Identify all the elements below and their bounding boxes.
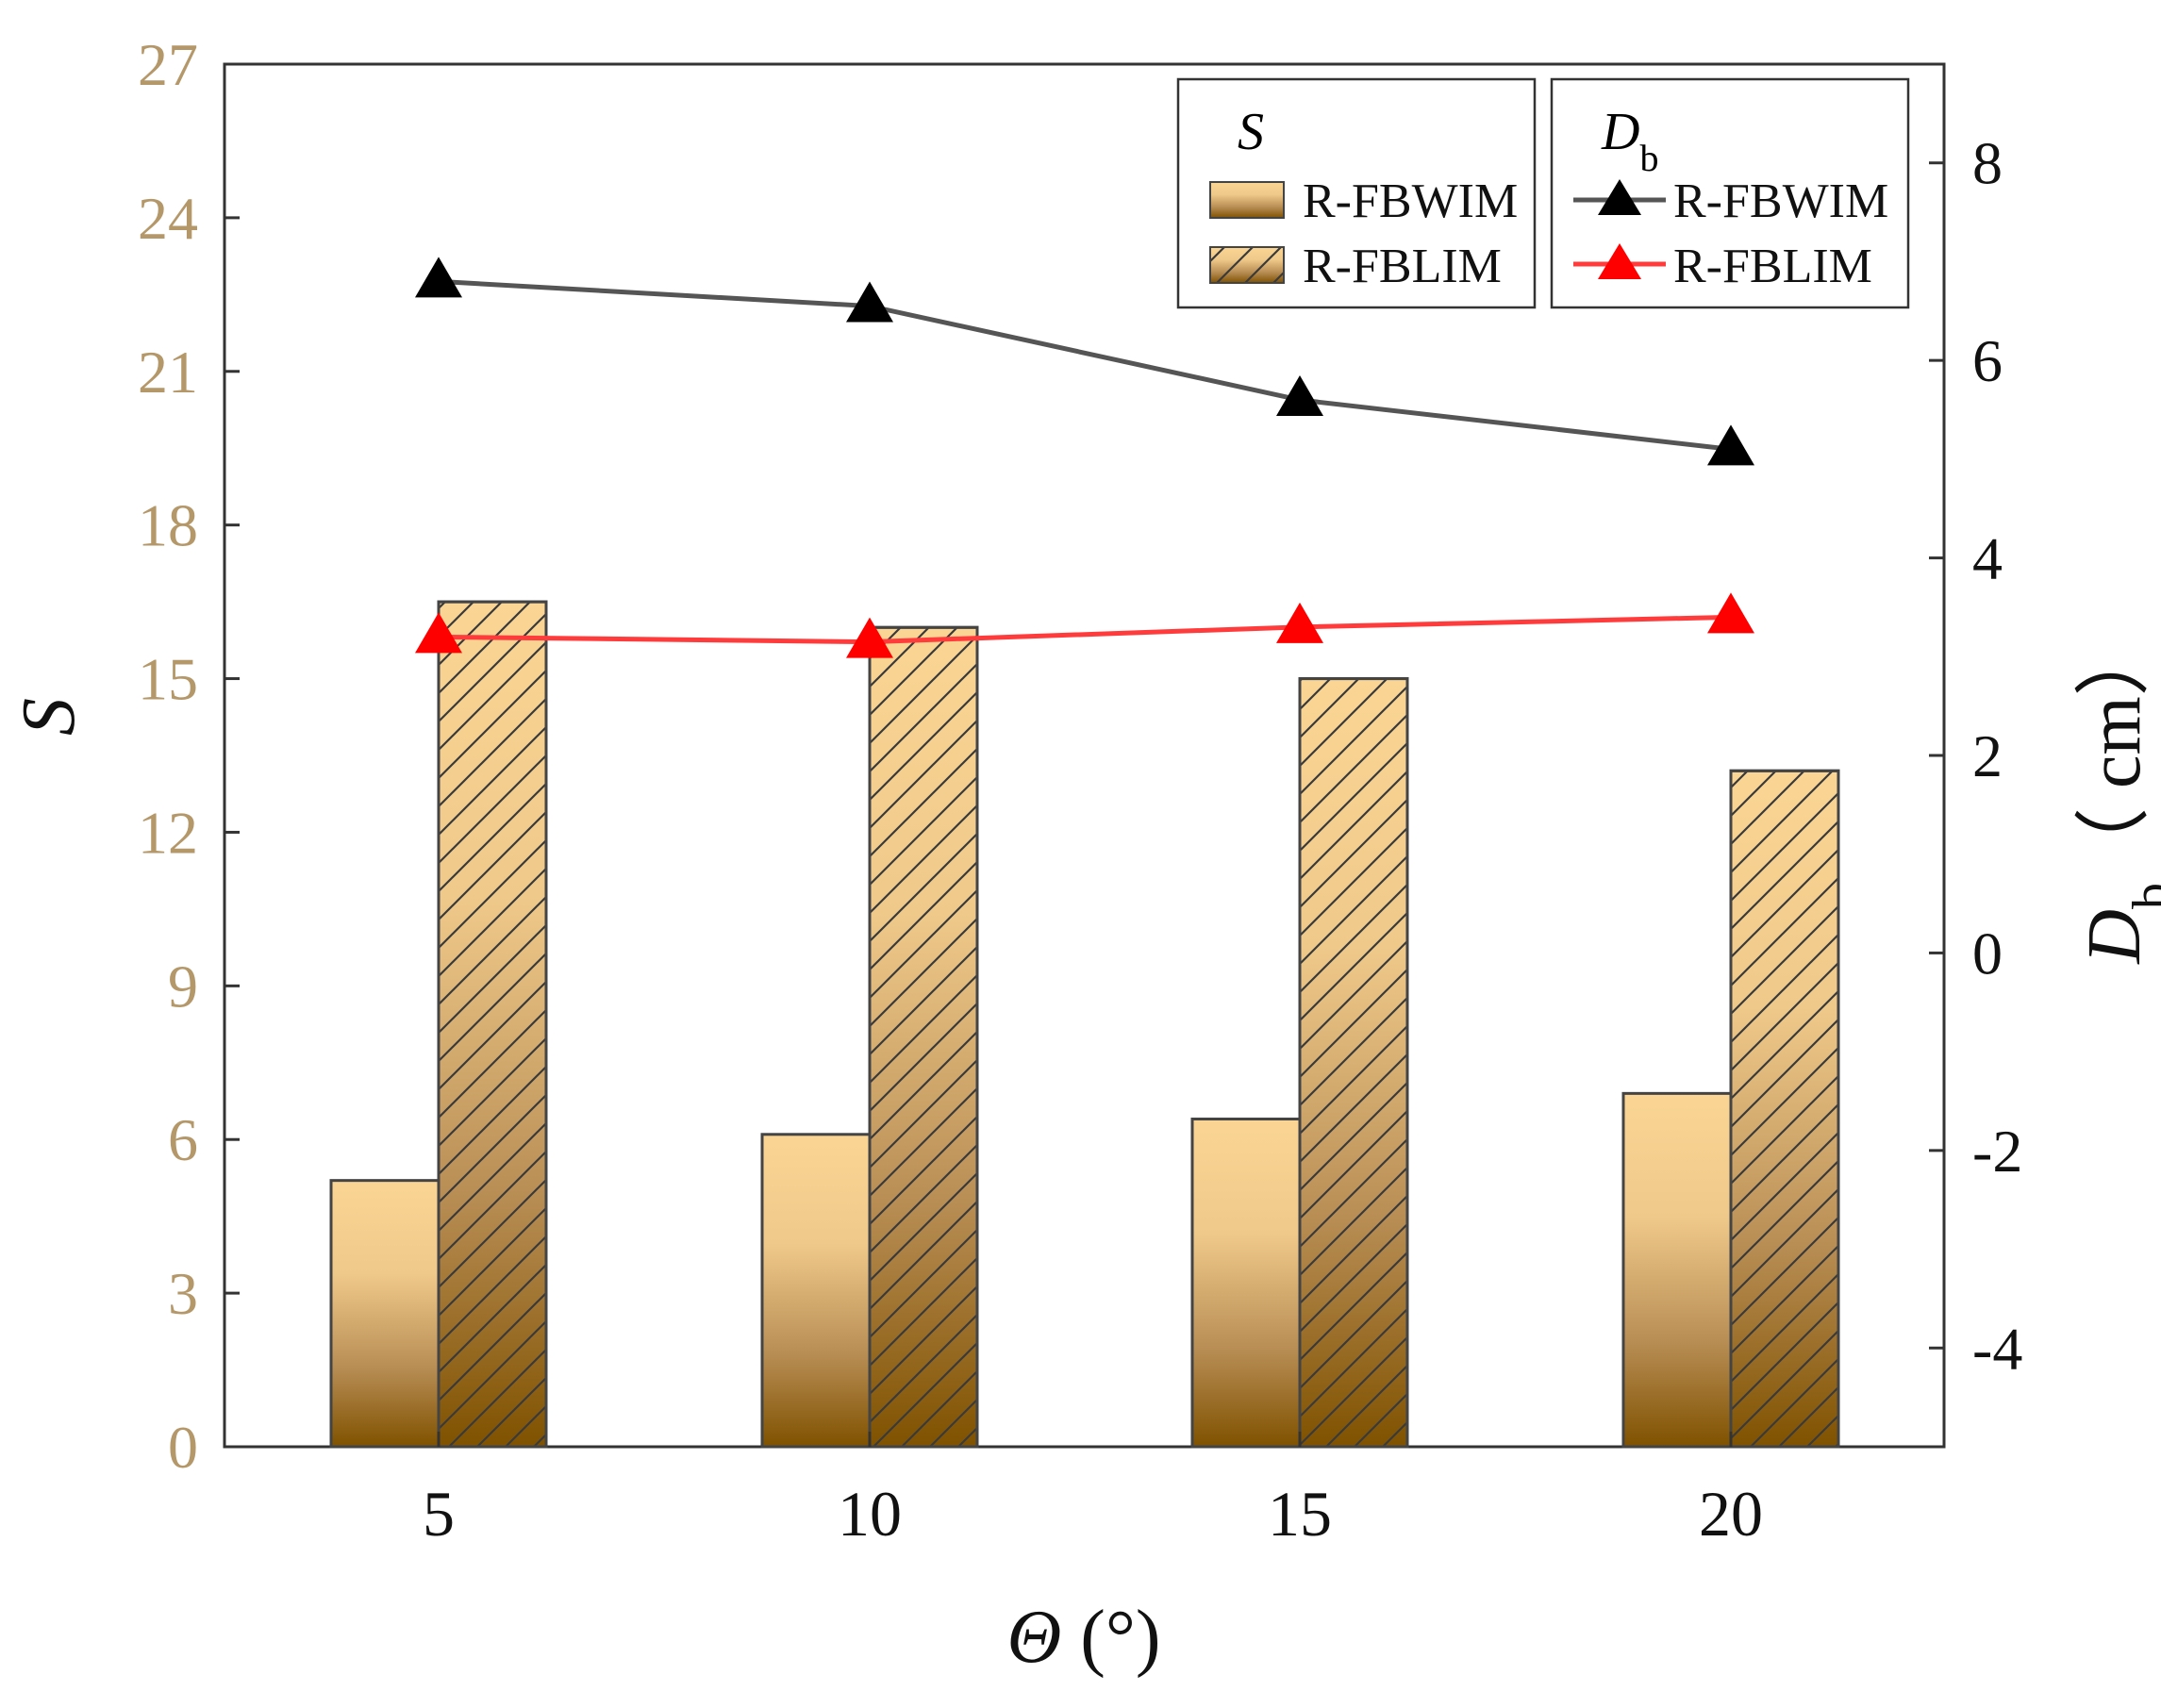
legend-lines-title: Db	[1601, 103, 1658, 179]
right-axis-title: Db（ cm）	[2073, 621, 2161, 965]
bar-hatch-r-fblim-20	[1729, 769, 1840, 1449]
lines-group	[415, 257, 1754, 658]
x-axis: 5 10 15 20	[423, 1432, 1763, 1550]
left-tick-label: 3	[168, 1260, 198, 1327]
line-r-fbwim	[438, 278, 1732, 452]
left-tick-label: 12	[138, 799, 198, 866]
bar-r-fbwim-20	[1621, 1091, 1733, 1449]
right-tick-label: 2	[1972, 722, 2003, 789]
x-tick-label: 5	[423, 1478, 455, 1550]
bar-r-fbwim-15	[1190, 1118, 1302, 1449]
x-tick-label: 20	[1699, 1478, 1763, 1550]
left-axis: 0 3 6 9 12 15 18 21 24 27	[138, 31, 240, 1481]
right-axis: -4 -2 0 2 4 6 8	[1929, 130, 2022, 1382]
bars-group	[329, 600, 1840, 1449]
left-axis-title: S	[8, 698, 91, 736]
bar-r-fbwim-10	[760, 1133, 872, 1449]
right-tick-label: -2	[1972, 1118, 2022, 1185]
marker-r-fblim-5	[415, 612, 462, 654]
marker-r-fbwim-10	[846, 281, 893, 323]
left-tick-label: 21	[138, 339, 198, 406]
left-tick-label: 27	[138, 31, 198, 98]
legend-lines: Db R-FBWIM R-FBLIM	[1550, 77, 1910, 309]
marker-r-fbwim-15	[1276, 375, 1323, 417]
left-tick-label: 18	[138, 492, 198, 559]
left-tick-label: 0	[168, 1414, 198, 1481]
right-tick-label: 4	[1972, 525, 2003, 592]
legend-marker-r-fblim	[1598, 243, 1641, 279]
marker-r-fblim-15	[1276, 602, 1323, 643]
line-r-fblim	[438, 614, 1732, 645]
bar-hatch-r-fblim-5	[437, 600, 548, 1449]
legend-label-r-fbwim-line: R-FBWIM	[1673, 174, 1888, 228]
legend-bars: S R-FBWIM R-FBLIM	[1176, 77, 1537, 309]
right-tick-label: 6	[1972, 327, 2003, 394]
legend-label-r-fbwim-bar: R-FBWIM	[1303, 174, 1518, 228]
legend-label-r-fblim-bar: R-FBLIM	[1303, 240, 1502, 293]
legend-label-r-fblim-line: R-FBLIM	[1673, 240, 1872, 293]
marker-r-fbwim-5	[415, 257, 462, 298]
x-axis-title: Θ (°)	[1006, 1596, 1160, 1679]
right-tick-label: 0	[1972, 920, 2003, 987]
legend-swatch-r-fbwim-bar	[1209, 181, 1285, 219]
legend-marker-r-fbwim	[1598, 179, 1641, 215]
left-tick-label: 24	[138, 185, 198, 252]
legend-bars-title: S	[1238, 103, 1264, 161]
right-tick-label: 8	[1972, 130, 2003, 197]
right-tick-label: -4	[1972, 1315, 2022, 1382]
x-tick-label: 15	[1268, 1478, 1332, 1550]
left-tick-label: 15	[138, 646, 198, 713]
bar-r-fbwim-5	[329, 1179, 441, 1449]
marker-r-fblim-10	[846, 617, 893, 658]
legend-swatch-r-fblim-hatch	[1209, 246, 1285, 284]
marker-r-fbwim-20	[1707, 424, 1754, 466]
left-tick-label: 9	[168, 953, 198, 1020]
x-tick-label: 10	[838, 1478, 902, 1550]
marker-r-fblim-20	[1707, 592, 1754, 634]
bar-hatch-r-fblim-10	[868, 625, 979, 1449]
left-tick-label: 6	[168, 1106, 198, 1173]
bar-hatch-r-fblim-15	[1298, 677, 1409, 1449]
